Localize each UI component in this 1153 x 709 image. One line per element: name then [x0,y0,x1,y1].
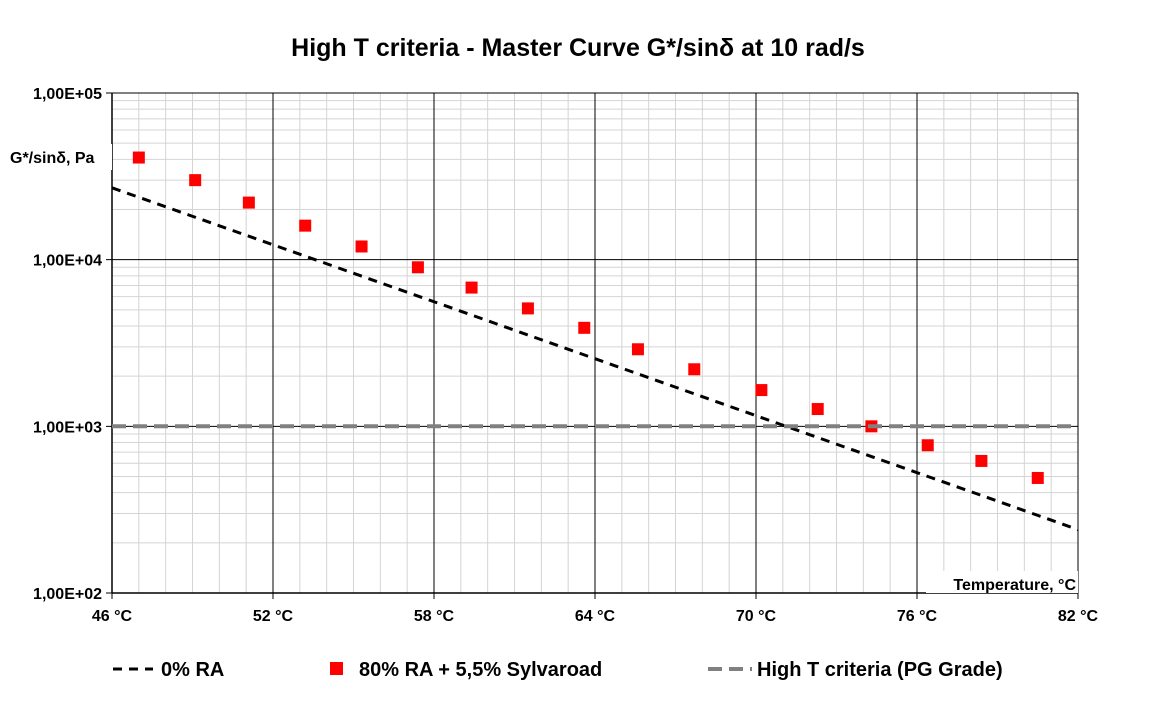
data-point [688,363,701,376]
legend-label-80pct-ra: 80% RA + 5,5% Sylvaroad [359,659,602,681]
y-axis-label: G*/sinδ, Pa [10,150,95,167]
x-tick-label: 70 °C [736,608,777,625]
y-tick-label: 1,00E+04 [33,253,102,270]
x-tick-label: 58 °C [414,608,455,625]
series-line-0 [111,186,1079,532]
data-point [189,174,202,187]
data-point [465,281,478,294]
y-axis-label-background [4,144,112,170]
x-tick-label: 64 °C [575,608,616,625]
major-gridlines [106,92,1079,599]
x-tick-label: 82 °C [1058,608,1099,625]
data-point [1031,471,1044,484]
data-point [975,454,988,467]
x-tick-label: 46 °C [92,608,133,625]
data-point [521,302,534,315]
data-point [411,261,424,274]
x-tick-label: 52 °C [253,608,294,625]
legend: 0% RA 80% RA + 5,5% Sylvaroad High T cri… [113,659,1003,681]
y-tick-label: 1,00E+03 [33,419,102,436]
y-tick-label: 1,00E+02 [33,586,102,603]
legend-label-high-t-criteria: High T criteria (PG Grade) [757,659,1003,681]
data-point [631,343,644,356]
x-axis-label-background [926,571,1078,593]
x-tick-label: 76 °C [897,608,938,625]
legend-swatch-80pct-ra [330,662,343,675]
data-point [578,321,591,334]
y-tick-label: 1,00E+05 [33,86,102,103]
data-point [299,219,312,232]
axis-tick-labels: 46 °C 52 °C 58 °C 64 °C 70 °C 76 °C 82 °C 1,00E… [33,86,1098,625]
data-point [132,151,145,164]
legend-label-0pct-ra: 0% RA [161,659,224,681]
data-point [921,439,934,452]
data-point [355,240,368,253]
data-point [811,403,824,416]
chart-title: High T criteria - Master Curve G*/sinδ a… [291,34,865,62]
series-layer [111,151,1079,532]
data-point [755,384,768,397]
x-axis-label: Temperature, °C [953,577,1076,594]
data-point [242,196,255,209]
